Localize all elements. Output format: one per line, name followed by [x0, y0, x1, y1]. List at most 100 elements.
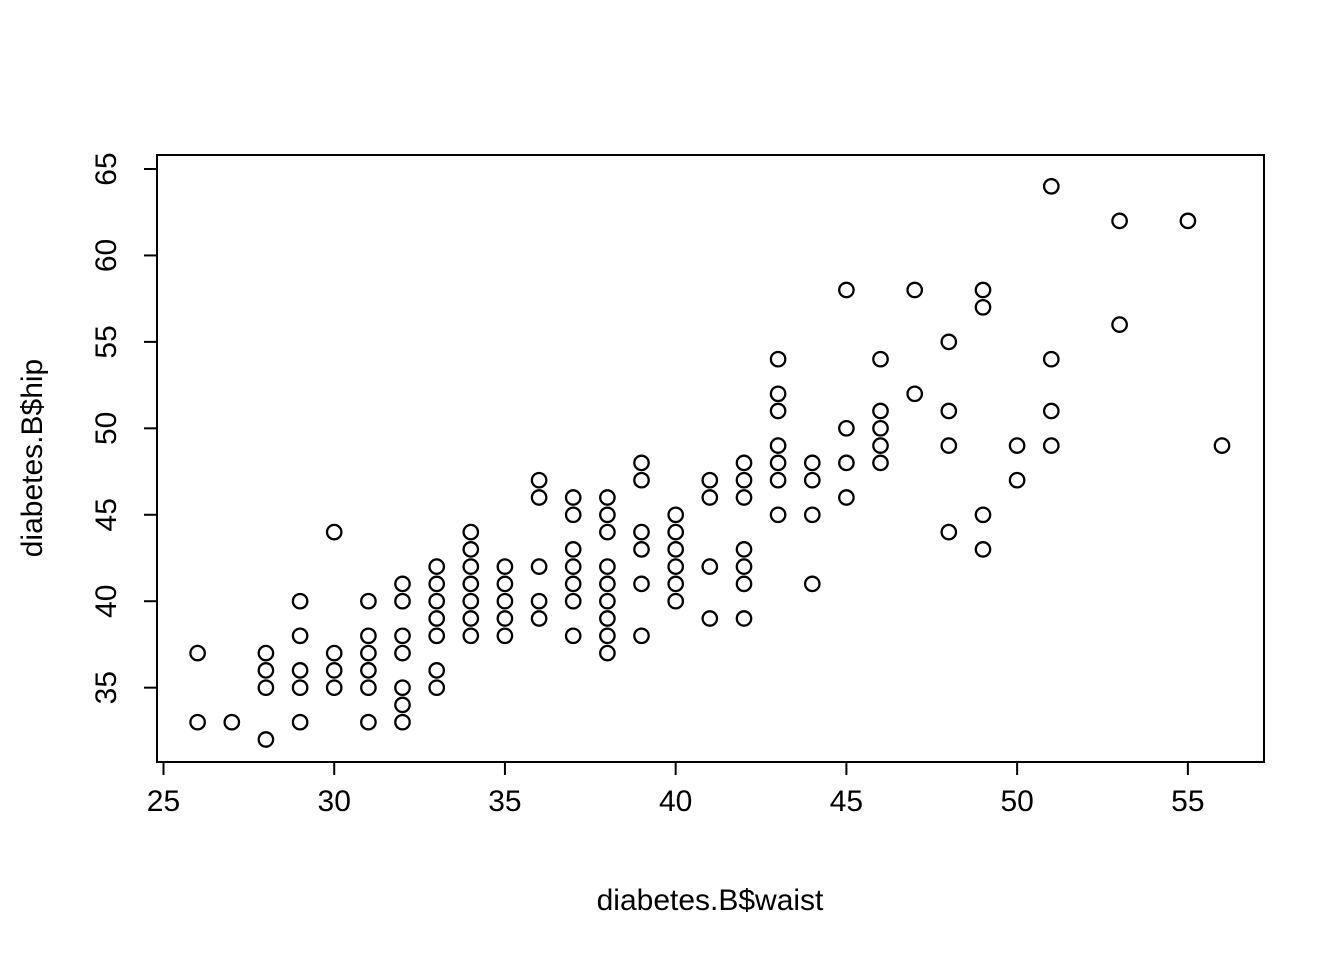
points-layer: [189, 177, 1231, 748]
data-point: [291, 713, 309, 731]
data-point: [394, 644, 411, 662]
data-point: [530, 471, 548, 489]
data-point: [769, 385, 787, 403]
data-point: [1179, 212, 1197, 230]
data-point: [394, 713, 411, 731]
data-point: [803, 454, 821, 472]
data-point: [667, 592, 685, 610]
data-point: [599, 592, 616, 610]
data-point: [599, 506, 616, 524]
data-point: [701, 558, 719, 575]
data-point: [940, 402, 958, 420]
data-point: [803, 506, 821, 524]
data-point: [325, 523, 343, 541]
y-tick-label: 55: [90, 325, 123, 358]
data-point: [803, 471, 821, 489]
x-tick-label: 30: [318, 785, 351, 818]
data-point: [496, 558, 514, 575]
data-point: [428, 610, 446, 627]
data-point: [462, 575, 480, 593]
data-point: [599, 644, 616, 662]
data-point: [428, 558, 446, 575]
data-point: [872, 419, 889, 437]
data-point: [667, 523, 685, 541]
data-point: [564, 506, 582, 524]
data-point: [701, 489, 719, 506]
data-point: [496, 575, 514, 593]
data-point: [1111, 212, 1128, 230]
data-point: [360, 662, 377, 679]
data-point: [257, 679, 275, 697]
data-point: [838, 489, 855, 506]
data-point: [599, 575, 616, 593]
data-point: [360, 592, 377, 610]
data-point: [1042, 350, 1060, 368]
data-point: [257, 731, 275, 748]
data-point: [599, 489, 616, 506]
data-point: [1042, 437, 1060, 454]
data-point: [394, 592, 411, 610]
data-point: [325, 679, 343, 697]
data-point: [530, 610, 548, 627]
data-point: [974, 281, 992, 299]
data-point: [735, 471, 753, 489]
data-point: [428, 662, 446, 679]
data-point: [564, 575, 582, 593]
x-axis-title: diabetes.B$waist: [597, 884, 824, 917]
data-point: [838, 454, 855, 472]
data-point: [291, 679, 309, 697]
data-point: [394, 696, 411, 714]
data-point: [564, 558, 582, 575]
data-point: [599, 558, 616, 575]
data-point: [974, 298, 992, 316]
data-point: [1111, 316, 1128, 333]
data-point: [633, 575, 650, 593]
data-point: [769, 437, 787, 454]
data-point: [462, 610, 480, 627]
data-point: [394, 679, 411, 697]
data-point: [1008, 471, 1026, 489]
data-point: [735, 610, 753, 627]
data-point: [496, 592, 514, 610]
data-point: [735, 558, 753, 575]
data-point: [291, 627, 309, 645]
y-tick-label: 35: [90, 671, 123, 704]
data-point: [394, 627, 411, 645]
data-point: [1213, 437, 1231, 454]
data-point: [599, 523, 616, 541]
data-point: [633, 523, 650, 541]
data-point: [769, 471, 787, 489]
data-point: [940, 523, 958, 541]
y-tick-label: 45: [90, 498, 123, 531]
data-point: [667, 506, 685, 524]
x-tick-label: 25: [147, 785, 180, 818]
data-point: [633, 471, 650, 489]
y-tick-label: 40: [90, 585, 123, 618]
data-point: [496, 610, 514, 627]
data-point: [872, 454, 889, 472]
data-point: [257, 644, 275, 662]
data-point: [462, 627, 480, 645]
data-point: [667, 558, 685, 575]
data-point: [1008, 437, 1026, 454]
data-point: [872, 350, 889, 368]
data-point: [769, 454, 787, 472]
data-point: [530, 592, 548, 610]
y-tick-label: 50: [90, 412, 123, 445]
data-point: [360, 679, 377, 697]
data-point: [940, 333, 958, 351]
data-point: [462, 523, 480, 541]
data-point: [1042, 177, 1060, 195]
data-point: [360, 627, 377, 645]
data-point: [599, 627, 616, 645]
data-point: [735, 454, 753, 472]
data-point: [291, 592, 309, 610]
data-point: [462, 541, 480, 558]
data-point: [462, 558, 480, 575]
x-tick-label: 50: [1000, 785, 1033, 818]
data-point: [428, 592, 446, 610]
data-point: [291, 662, 309, 679]
data-point: [872, 437, 889, 454]
